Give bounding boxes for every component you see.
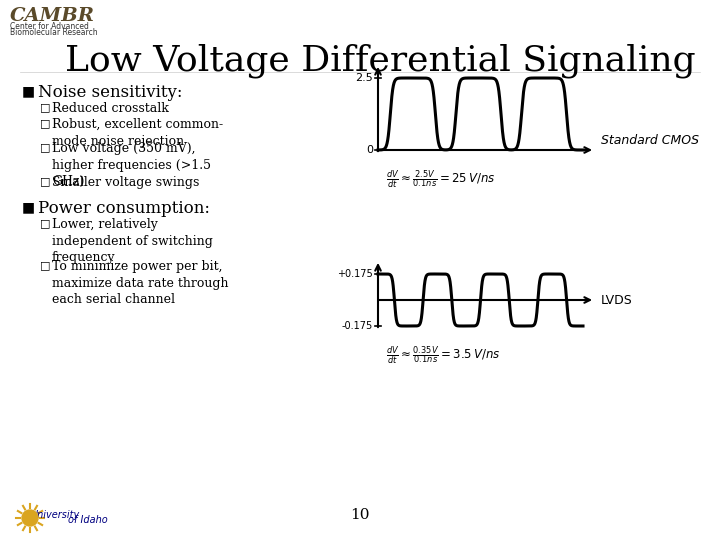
Text: -0.175: -0.175 — [342, 321, 373, 331]
Text: Smaller voltage swings: Smaller voltage swings — [52, 176, 199, 189]
Text: □: □ — [40, 102, 50, 112]
Text: □: □ — [40, 218, 50, 228]
Text: □: □ — [40, 118, 50, 128]
Text: LVDS: LVDS — [601, 294, 633, 307]
Text: Standard CMOS: Standard CMOS — [601, 133, 699, 146]
Text: □: □ — [40, 176, 50, 186]
Text: Lower, relatively
independent of switching
frequency: Lower, relatively independent of switchi… — [52, 218, 213, 264]
Text: of Idaho: of Idaho — [68, 515, 108, 525]
Text: Low Voltage Differential Signaling: Low Voltage Differential Signaling — [65, 43, 696, 78]
Text: University: University — [30, 510, 80, 520]
Text: Center for Advanced: Center for Advanced — [10, 22, 89, 31]
Text: To minimize power per bit,
maximize data rate through
each serial channel: To minimize power per bit, maximize data… — [52, 260, 228, 306]
Circle shape — [22, 510, 38, 526]
Text: $\frac{dV}{dt} \approx \frac{2.5V}{0.1ns} = 25\,V/ns$: $\frac{dV}{dt} \approx \frac{2.5V}{0.1ns… — [386, 168, 495, 190]
Text: 0: 0 — [366, 145, 373, 155]
Text: Power consumption:: Power consumption: — [38, 200, 210, 217]
Text: Reduced crosstalk: Reduced crosstalk — [52, 102, 169, 115]
Text: Biomolecular Research: Biomolecular Research — [10, 28, 98, 37]
Text: Low voltage (350 mV),
higher frequencies (>1.5
GHz): Low voltage (350 mV), higher frequencies… — [52, 142, 211, 188]
Text: Robust, excellent common-
mode noise rejection: Robust, excellent common- mode noise rej… — [52, 118, 223, 147]
Text: □: □ — [40, 142, 50, 152]
Text: $\frac{dV}{dt} \approx \frac{0.35V}{0.1ns} = 3.5\,V/ns$: $\frac{dV}{dt} \approx \frac{0.35V}{0.1n… — [386, 344, 500, 366]
Text: +0.175: +0.175 — [337, 269, 373, 279]
Text: 2.5: 2.5 — [355, 73, 373, 83]
Text: Noise sensitivity:: Noise sensitivity: — [38, 84, 182, 101]
Text: ■: ■ — [22, 200, 35, 214]
Text: 10: 10 — [350, 508, 370, 522]
Text: ■: ■ — [22, 84, 35, 98]
Text: □: □ — [40, 260, 50, 270]
Text: CAMBR: CAMBR — [10, 7, 95, 25]
